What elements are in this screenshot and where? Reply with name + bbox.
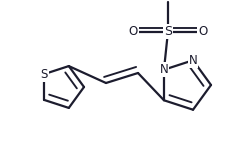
Text: S: S — [163, 25, 171, 38]
Text: N: N — [159, 63, 168, 76]
Text: S: S — [40, 68, 48, 81]
Text: N: N — [188, 54, 197, 67]
Text: O: O — [128, 25, 137, 38]
Text: O: O — [198, 25, 207, 38]
